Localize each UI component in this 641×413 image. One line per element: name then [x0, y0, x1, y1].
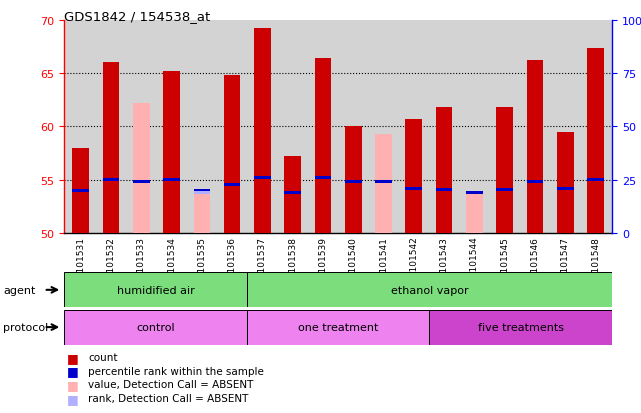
Text: count: count [88, 352, 118, 362]
Text: ethanol vapor: ethanol vapor [390, 285, 469, 295]
Bar [194, 189, 210, 192]
Bar [429, 310, 612, 345]
Bar [194, 192, 210, 195]
Bar [285, 157, 301, 233]
Text: humidified air: humidified air [117, 285, 194, 295]
Bar [406, 119, 422, 233]
Bar [194, 191, 210, 233]
Bar [406, 187, 422, 190]
Bar [496, 108, 513, 233]
Bar [587, 50, 604, 233]
Bar [557, 187, 574, 190]
Text: agent: agent [3, 285, 36, 295]
Text: ■: ■ [67, 378, 79, 391]
Bar [224, 184, 240, 187]
Text: rank, Detection Call = ABSENT: rank, Detection Call = ABSENT [88, 393, 249, 403]
Bar [64, 310, 247, 345]
Text: percentile rank within the sample: percentile rank within the sample [88, 366, 264, 376]
Text: five treatments: five treatments [478, 322, 564, 332]
Bar [436, 188, 453, 191]
Bar [247, 273, 612, 308]
Bar [557, 132, 574, 233]
Bar [163, 72, 180, 233]
Bar [254, 176, 271, 180]
Bar [103, 179, 119, 182]
Bar [496, 188, 513, 191]
Text: ■: ■ [67, 392, 79, 405]
Bar [466, 192, 483, 195]
Text: one treatment: one treatment [298, 322, 378, 332]
Text: ■: ■ [67, 351, 79, 364]
Text: GDS1842 / 154538_at: GDS1842 / 154538_at [64, 10, 210, 23]
Text: protocol: protocol [3, 322, 49, 332]
Bar [72, 189, 89, 192]
Bar [133, 104, 149, 233]
Bar [315, 176, 331, 180]
Bar [345, 127, 362, 233]
Bar [375, 135, 392, 233]
Bar [163, 179, 180, 182]
Text: value, Detection Call = ABSENT: value, Detection Call = ABSENT [88, 380, 254, 389]
Text: control: control [136, 322, 175, 332]
Bar [64, 273, 247, 308]
Bar [224, 76, 240, 233]
Bar [133, 181, 149, 184]
Bar [345, 181, 362, 184]
Bar [527, 181, 544, 184]
Bar [315, 59, 331, 233]
Bar [103, 63, 119, 233]
Bar [436, 108, 453, 233]
Bar [285, 192, 301, 195]
Bar [375, 181, 392, 184]
Bar [247, 310, 429, 345]
Bar [587, 179, 604, 182]
Bar [527, 61, 544, 233]
Bar [254, 29, 271, 233]
Text: ■: ■ [67, 364, 79, 377]
Bar [466, 194, 483, 233]
Bar [72, 148, 89, 233]
